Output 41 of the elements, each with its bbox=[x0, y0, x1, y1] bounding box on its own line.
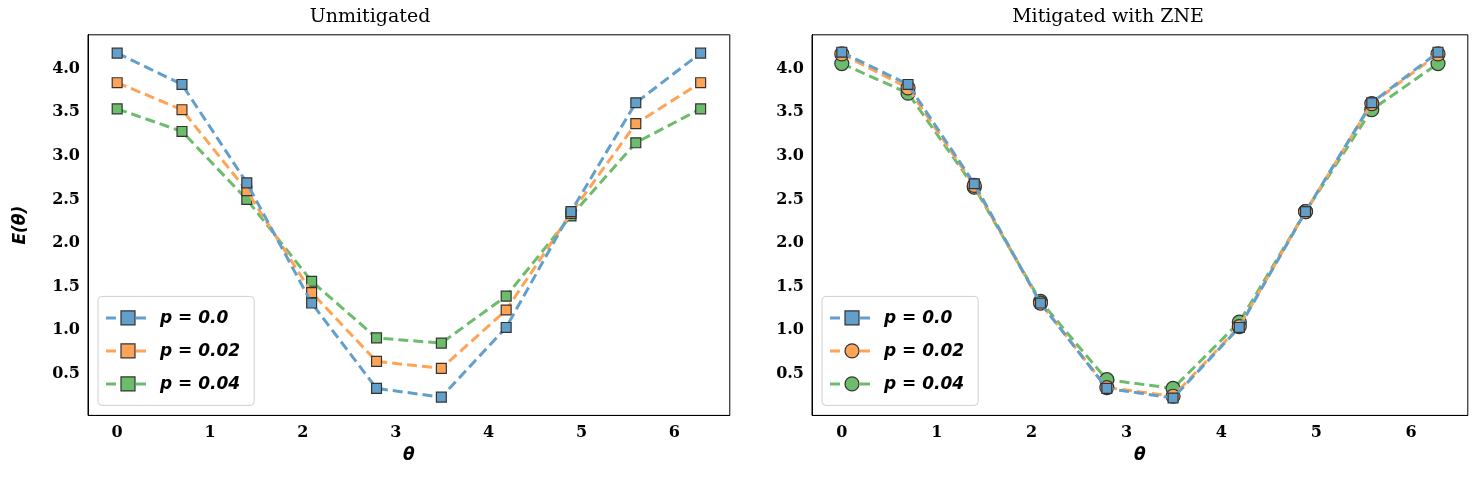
x-tick-label: 2 bbox=[297, 422, 309, 442]
x-tick-label: 1 bbox=[931, 422, 943, 442]
y-tick-label: 1.0 bbox=[776, 319, 804, 339]
y-tick-label: 0.5 bbox=[52, 362, 80, 382]
y-tick-label: 3.0 bbox=[52, 145, 80, 165]
x-tick-label: 3 bbox=[390, 422, 402, 442]
chart-title: Unmitigated bbox=[309, 4, 431, 27]
x-tick-label: 4 bbox=[1215, 422, 1227, 442]
y-tick-label: 2.0 bbox=[776, 232, 804, 252]
y-tick-label: 4.0 bbox=[52, 57, 80, 77]
legend-label: p = 0.02 bbox=[883, 340, 965, 361]
chart-title: Mitigated with ZNE bbox=[1012, 4, 1204, 27]
x-tick-label: 0 bbox=[836, 422, 848, 442]
x-tick-label: 4 bbox=[483, 422, 495, 442]
y-tick-label: 1.5 bbox=[776, 275, 804, 295]
x-tick-label: 2 bbox=[1026, 422, 1038, 442]
y-tick-label: 2.5 bbox=[776, 188, 804, 208]
legend-label: p = 0.04 bbox=[159, 373, 241, 394]
x-axis-title: θ bbox=[403, 444, 416, 465]
x-tick-label: 6 bbox=[1405, 422, 1417, 442]
x-tick-label: 0 bbox=[111, 422, 123, 442]
legend-label: p = 0.0 bbox=[159, 307, 229, 328]
y-tick-label: 4.0 bbox=[776, 57, 804, 77]
x-axis-title: θ bbox=[1134, 444, 1147, 465]
y-tick-label: 3.0 bbox=[776, 145, 804, 165]
y-tick-label: 1.5 bbox=[52, 275, 80, 295]
x-tick-label: 1 bbox=[204, 422, 216, 442]
x-tick-label: 5 bbox=[575, 422, 588, 442]
legend-label: p = 0.02 bbox=[159, 340, 241, 361]
y-tick-label: 3.5 bbox=[52, 101, 80, 121]
legend-label: p = 0.04 bbox=[883, 373, 965, 394]
x-tick-label: 3 bbox=[1120, 422, 1133, 442]
y-axis-title: E(θ) bbox=[8, 205, 29, 245]
x-tick-label: 6 bbox=[668, 422, 680, 442]
y-tick-label: 2.5 bbox=[52, 188, 80, 208]
x-tick-label: 5 bbox=[1310, 422, 1322, 442]
y-tick-label: 0.5 bbox=[776, 362, 804, 382]
y-tick-label: 3.5 bbox=[776, 101, 804, 121]
y-tick-label: 1.0 bbox=[52, 319, 80, 339]
legend-label: p = 0.0 bbox=[883, 307, 953, 328]
y-tick-label: 2.0 bbox=[52, 232, 80, 252]
